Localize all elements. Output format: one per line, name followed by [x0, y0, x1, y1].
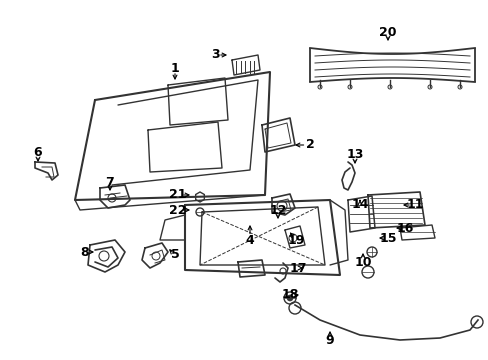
Text: 4: 4 — [245, 234, 254, 247]
Text: 13: 13 — [346, 148, 363, 162]
Text: 10: 10 — [353, 256, 371, 269]
Text: 18: 18 — [281, 288, 298, 302]
Text: 12: 12 — [269, 203, 286, 216]
Text: 8: 8 — [81, 246, 89, 258]
Text: 14: 14 — [350, 198, 368, 211]
Text: 21: 21 — [169, 189, 186, 202]
Text: 19: 19 — [287, 234, 304, 247]
Text: 3: 3 — [210, 49, 219, 62]
Text: 7: 7 — [105, 175, 114, 189]
Text: 5: 5 — [170, 248, 179, 261]
Text: 22: 22 — [169, 203, 186, 216]
Text: 20: 20 — [379, 26, 396, 39]
Text: 1: 1 — [170, 62, 179, 75]
Text: 11: 11 — [406, 198, 423, 211]
Circle shape — [286, 295, 292, 301]
Text: 9: 9 — [325, 333, 334, 346]
Text: 16: 16 — [395, 221, 413, 234]
Text: 15: 15 — [379, 231, 396, 244]
Text: 17: 17 — [289, 261, 306, 274]
Text: 6: 6 — [34, 147, 42, 159]
Text: 2: 2 — [305, 139, 314, 152]
